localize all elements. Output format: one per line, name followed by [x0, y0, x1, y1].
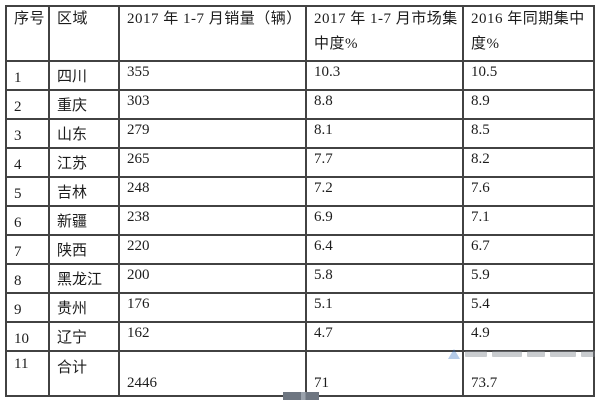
cell-share2017: 7.7 — [305, 147, 464, 178]
cell-sales: 200 — [118, 263, 307, 294]
cell-serial: 8 — [5, 263, 50, 294]
cell-region: 新疆 — [48, 205, 120, 236]
table-row: 1 四川 355 10.3 10.5 — [5, 60, 595, 91]
table-row: 6 新疆 238 6.9 7.1 — [5, 205, 595, 236]
table-row: 7 陕西 220 6.4 6.7 — [5, 234, 595, 265]
table-row-total: 11 合计 2446 71 73.7 — [5, 350, 595, 397]
table-row: 3 山东 279 8.1 8.5 — [5, 118, 595, 149]
cell-sales: 279 — [118, 118, 307, 149]
table-row: 8 黑龙江 200 5.8 5.9 — [5, 263, 595, 294]
cell-sales: 265 — [118, 147, 307, 178]
cell-serial: 2 — [5, 89, 50, 120]
cell-share2017: 6.9 — [305, 205, 464, 236]
header-row: 序号 区域 2017 年 1-7 月销量（辆） 2017 年 1-7 月市场集中度% 2… — [5, 5, 595, 62]
cell-share2016: 10.5 — [462, 60, 595, 91]
cell-region: 重庆 — [48, 89, 120, 120]
table-row: 5 吉林 248 7.2 7.6 — [5, 176, 595, 207]
column-header-share2016: 2016 年同期集中度% — [462, 5, 595, 62]
cell-sales: 162 — [118, 321, 307, 352]
cell-share2016: 5.4 — [462, 292, 595, 323]
cell-sales: 238 — [118, 205, 307, 236]
table-header: 序号 区域 2017 年 1-7 月销量（辆） 2017 年 1-7 月市场集中度% 2… — [5, 5, 595, 62]
table-row: 4 江苏 265 7.7 8.2 — [5, 147, 595, 178]
cell-sales: 355 — [118, 60, 307, 91]
cell-share2016: 7.1 — [462, 205, 595, 236]
cell-region: 山东 — [48, 118, 120, 149]
cell-share2017: 10.3 — [305, 60, 464, 91]
cell-sales: 176 — [118, 292, 307, 323]
cell-share2016: 4.9 — [462, 321, 595, 352]
cell-serial: 7 — [5, 234, 50, 265]
cell-share2016: 73.7 — [462, 350, 595, 397]
column-header-share2017: 2017 年 1-7 月市场集中度% — [305, 5, 464, 62]
cell-region: 合计 — [48, 350, 120, 397]
cell-serial: 11 — [5, 350, 50, 397]
cell-share2016: 5.9 — [462, 263, 595, 294]
cell-sales: 220 — [118, 234, 307, 265]
cell-serial: 1 — [5, 60, 50, 91]
regional-sales-table: 序号 区域 2017 年 1-7 月销量（辆） 2017 年 1-7 月市场集中度% 2… — [5, 5, 595, 397]
cell-share2017: 5.8 — [305, 263, 464, 294]
cell-serial: 10 — [5, 321, 50, 352]
table-row: 9 贵州 176 5.1 5.4 — [5, 292, 595, 323]
cell-serial: 9 — [5, 292, 50, 323]
cell-share2016: 6.7 — [462, 234, 595, 265]
table-row: 10 辽宁 162 4.7 4.9 — [5, 321, 595, 352]
cell-share2017: 8.8 — [305, 89, 464, 120]
cell-sales: 2446 — [118, 350, 307, 397]
cell-region: 陕西 — [48, 234, 120, 265]
cell-sales: 303 — [118, 89, 307, 120]
cell-sales: 248 — [118, 176, 307, 207]
cell-region: 江苏 — [48, 147, 120, 178]
cell-region: 辽宁 — [48, 321, 120, 352]
cell-share2017: 6.4 — [305, 234, 464, 265]
table-row: 2 重庆 303 8.8 8.9 — [5, 89, 595, 120]
cell-serial: 6 — [5, 205, 50, 236]
cell-share2016: 8.5 — [462, 118, 595, 149]
cell-region: 吉林 — [48, 176, 120, 207]
cell-region: 黑龙江 — [48, 263, 120, 294]
cell-share2017: 5.1 — [305, 292, 464, 323]
cell-region: 贵州 — [48, 292, 120, 323]
scrollbar-thumb[interactable] — [283, 392, 319, 400]
cell-region: 四川 — [48, 60, 120, 91]
cell-share2016: 8.9 — [462, 89, 595, 120]
column-header-sales: 2017 年 1-7 月销量（辆） — [118, 5, 307, 62]
cell-share2016: 7.6 — [462, 176, 595, 207]
cell-serial: 3 — [5, 118, 50, 149]
column-header-serial: 序号 — [5, 5, 50, 62]
cell-serial: 4 — [5, 147, 50, 178]
cell-share2017: 71 — [305, 350, 464, 397]
cell-share2016: 8.2 — [462, 147, 595, 178]
cell-share2017: 7.2 — [305, 176, 464, 207]
table-body: 1 四川 355 10.3 10.5 2 重庆 303 8.8 8.9 3 山东 279 8.1 8.5 4 江… — [5, 60, 595, 397]
cell-share2017: 8.1 — [305, 118, 464, 149]
cell-share2017: 4.7 — [305, 321, 464, 352]
cell-serial: 5 — [5, 176, 50, 207]
column-header-region: 区域 — [48, 5, 120, 62]
